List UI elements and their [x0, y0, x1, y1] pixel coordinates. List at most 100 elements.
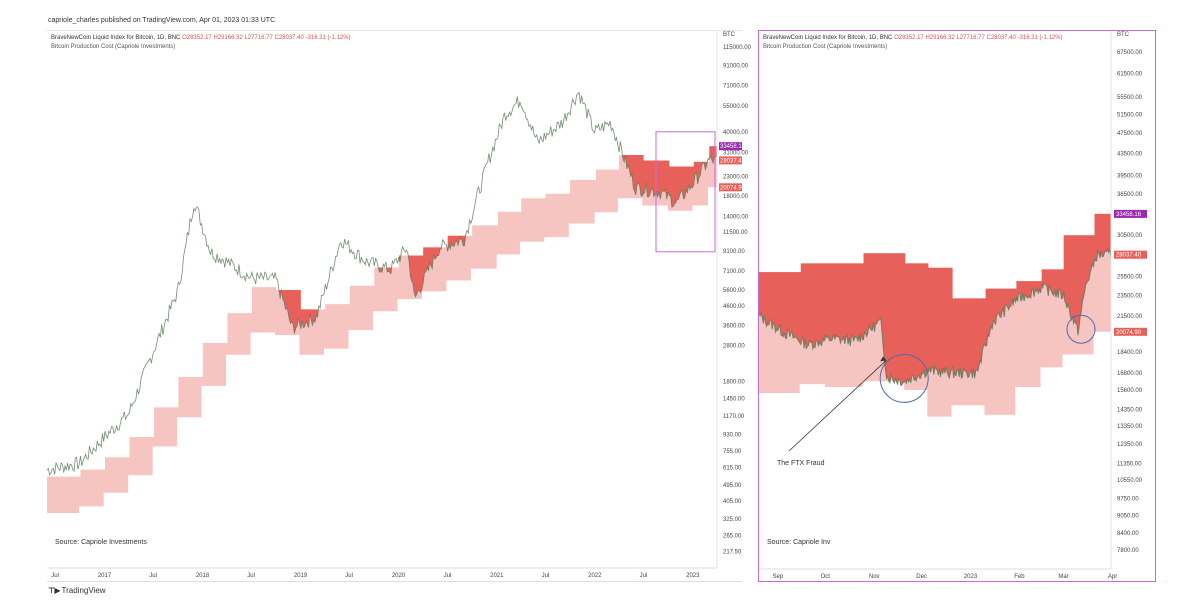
- dark-band-group: [47, 146, 717, 475]
- x-tick-label: 2022: [588, 573, 602, 579]
- y-tick-label: 217.50: [723, 549, 742, 555]
- price-label-box: [719, 142, 742, 151]
- x-tick-label: 2020: [392, 573, 406, 579]
- price-label-box: [1114, 327, 1147, 336]
- production-cost-band: [47, 146, 717, 513]
- y-tick-label: 91000.00: [723, 64, 749, 70]
- y-tick-label: 13350.00: [1117, 424, 1143, 430]
- price-label: 28037.40: [1116, 253, 1142, 259]
- y-tick-label: 11350.00: [1117, 461, 1142, 467]
- y-tick-label: 14000.00: [723, 214, 749, 220]
- y-tick-label: 40000.00: [723, 130, 749, 136]
- y-tick-label: 325.00: [723, 517, 742, 523]
- y-tick-label: 55500.00: [1117, 95, 1143, 101]
- annotation-arrow: [788, 360, 887, 452]
- y-tick-label: 9100.00: [723, 249, 745, 255]
- y-tick-label: 61500.00: [1117, 71, 1143, 77]
- main-chart-svg[interactable]: 115000.00 91000.00 71000.00 55000.00 40000.0…: [46, 31, 752, 581]
- ftx-highlight-circle: [879, 353, 929, 403]
- zoom-chart-legend: BraveNewCoin Liquid Index for Bitcoin, 1…: [763, 34, 1063, 52]
- y-tick-label: 7100.00: [723, 269, 745, 275]
- x-tick-label: Jul: [51, 573, 59, 579]
- y-tick-label: 30500.00: [1117, 233, 1143, 239]
- y-tick-label: 21500.00: [1117, 314, 1143, 320]
- symbol-description: BraveNewCoin Liquid Index for Bitcoin, 1…: [51, 35, 181, 41]
- y-tick-label: 67500.00: [1117, 50, 1143, 56]
- x-tick-label: 2023: [686, 573, 700, 579]
- x-tick-label: 2021: [490, 573, 504, 579]
- x-tick-label: Feb: [1014, 574, 1025, 580]
- x-tick-label: Mar: [1058, 574, 1068, 580]
- y-tick-label: 2800.00: [723, 344, 745, 350]
- x-tick-label: Sep: [773, 574, 784, 580]
- y-tick-label: 18400.00: [1117, 350, 1143, 356]
- y-tick-label: 7800.00: [1117, 548, 1139, 554]
- y-tick-label: 31000.00: [723, 150, 749, 156]
- price-line: [46, 91, 718, 476]
- price-below-cost-area: [47, 146, 717, 475]
- y-tick-label: 9050.00: [1117, 514, 1139, 520]
- source-label: Source: Capriole Investments: [55, 539, 147, 546]
- price-label: 20074.90: [720, 185, 746, 191]
- y-tick-label: 1170.00: [723, 414, 745, 420]
- y-tick-label: 15600.00: [1117, 388, 1143, 394]
- y-tick-label: 12350.00: [1117, 442, 1143, 448]
- y-tick-label: 405.00: [723, 499, 742, 505]
- y-tick-label: 8400.00: [1117, 531, 1139, 537]
- y-tick-label: 23500.00: [1117, 293, 1143, 299]
- price-label: 33458.16: [1116, 212, 1142, 218]
- x-tick-label: Nov: [869, 574, 880, 580]
- tradingview-logo: ⊤▶ TradingView: [48, 586, 106, 595]
- annotation-label: The FTX Fraud: [777, 460, 825, 467]
- y-tick-label: 55000.00: [723, 104, 749, 110]
- x-tick-label: Apr: [1108, 574, 1117, 580]
- indicator-name: Bitcoin Production Cost (Capriole Invest…: [51, 44, 176, 50]
- y-tick-label: 1450.00: [723, 397, 745, 403]
- y-tick-label: 14350.00: [1117, 407, 1143, 413]
- y-tick-label: 115000.00: [723, 45, 752, 51]
- y-axis-currency: BTC: [723, 32, 736, 38]
- y-tick-label: 47500.00: [1117, 131, 1143, 137]
- price-below-cost-area: [759, 213, 1111, 386]
- x-tick-label: Jul: [149, 573, 157, 579]
- price-label: 33458.16: [720, 144, 746, 150]
- x-tick-label: Jul: [542, 573, 550, 579]
- zoom-chart-svg[interactable]: 67500.00 61500.00 55500.00 51500.00 47500.00…: [758, 31, 1155, 581]
- main-chart-panel[interactable]: BraveNewCoin Liquid Index for Bitcoin, 1…: [46, 30, 752, 582]
- y-tick-label: 755.00: [723, 449, 742, 455]
- y-tick-label: 16800.00: [1117, 371, 1143, 377]
- y-tick-label: 265.00: [723, 533, 742, 539]
- price-label: 28037.40: [720, 158, 746, 164]
- price-label-box: [1114, 250, 1147, 259]
- y-tick-label: 39500.00: [1117, 174, 1143, 180]
- zoom-symbol-description: BraveNewCoin Liquid Index for Bitcoin, 1…: [763, 35, 893, 41]
- y-tick-label: 36500.00: [1117, 192, 1143, 198]
- y-tick-label: 23000.00: [723, 174, 749, 180]
- price-label-box: [719, 156, 742, 165]
- price-label-box: [719, 183, 742, 192]
- y-tick-label: 25500.00: [1117, 275, 1143, 281]
- price-label: 20074.90: [1116, 330, 1142, 336]
- x-tick-label: Oct: [821, 574, 831, 580]
- x-tick-label: Jul: [247, 573, 255, 579]
- x-tick-label: Dec: [916, 574, 927, 580]
- chart-legend: BraveNewCoin Liquid Index for Bitcoin, 1…: [51, 34, 351, 52]
- annotation-arrowhead: [880, 356, 887, 362]
- y-tick-label: 4600.00: [723, 304, 745, 310]
- price-label-box: [1114, 209, 1147, 218]
- price-line: [758, 248, 1112, 387]
- zoom-ohlc-values: O28352.17 H29166.32 L27716.77 C28037.40 …: [894, 35, 1063, 41]
- y-tick-label: 930.00: [723, 432, 742, 438]
- ohlc-values: O28352.17 H29166.32 L27716.77 C28037.40 …: [182, 35, 351, 41]
- x-tick-label: Jul: [640, 573, 648, 579]
- zoom-chart-panel[interactable]: BraveNewCoin Liquid Index for Bitcoin, 1…: [758, 30, 1156, 582]
- tv-logo-icon: ⊤▶: [48, 586, 61, 595]
- source-label: Source: Capriole Inv: [767, 539, 831, 546]
- tv-logo-text: TradingView: [61, 586, 106, 595]
- y-tick-label: 9750.00: [1117, 496, 1139, 502]
- y-tick-label: 18000.00: [723, 194, 749, 200]
- x-tick-label: 2018: [196, 573, 210, 579]
- y-tick-label: 51500.00: [1117, 112, 1143, 118]
- march-highlight-circle: [1066, 314, 1096, 344]
- y-tick-label: 11500.00: [723, 230, 748, 236]
